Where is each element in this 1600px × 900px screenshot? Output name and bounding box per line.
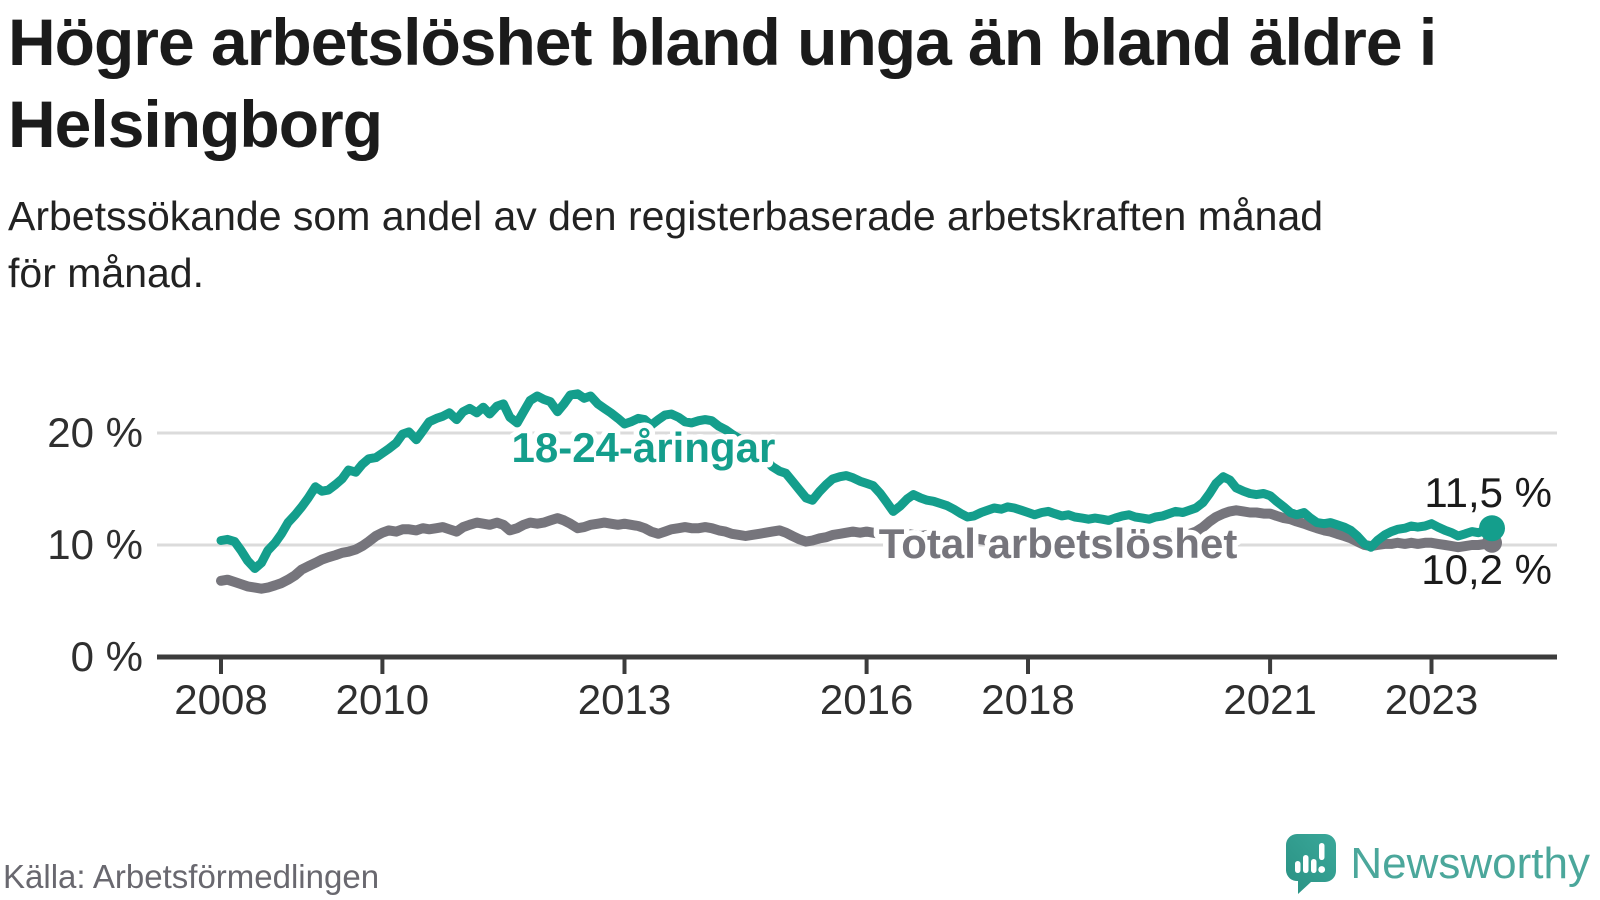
youth-series-label: 18-24-åringar — [512, 424, 776, 471]
x-tick-label-2008: 2008 — [174, 676, 267, 723]
x-tick-label-2021: 2021 — [1223, 676, 1316, 723]
gridlines — [157, 431, 1557, 547]
y-tick-label-10: 10 % — [47, 521, 143, 568]
y-axis-labels: 0 % 10 % 20 % — [47, 409, 143, 680]
youth-unemployment-line — [216, 389, 1497, 573]
title-line-1: Högre arbetslöshet bland unga än bland ä… — [8, 5, 1437, 79]
total-end-value: 10,2 % — [1421, 546, 1552, 593]
newsworthy-logo: Newsworthy — [1286, 833, 1590, 895]
x-axis-ticks: 2008 2010 2013 2016 2018 2021 2023 — [174, 659, 1478, 723]
newsworthy-chart-bubble-icon — [1286, 834, 1337, 894]
youth-end-dot — [1479, 515, 1505, 542]
subtitle-line-2: för månad. — [8, 249, 204, 296]
source-note: Källa: Arbetsförmedlingen — [3, 858, 380, 895]
youth-end-value: 11,5 % — [1424, 469, 1552, 516]
x-tick-label-2013: 2013 — [578, 676, 671, 723]
y-tick-label-20: 20 % — [47, 409, 143, 456]
total-unemployment-line — [216, 505, 1497, 594]
x-tick-label-2018: 2018 — [981, 676, 1074, 723]
newsworthy-wordmark: Newsworthy — [1350, 839, 1590, 888]
page-subtitle: Arbetssökande som andel av den registerb… — [8, 188, 1588, 301]
subtitle-line-1: Arbetssökande som andel av den registerb… — [8, 193, 1324, 239]
x-tick-label-2010: 2010 — [336, 676, 429, 723]
x-tick-label-2016: 2016 — [820, 676, 913, 723]
total-series-label: Total arbetslöshet — [879, 520, 1238, 567]
x-tick-label-2023: 2023 — [1385, 676, 1478, 723]
page-title: Högre arbetslöshet bland unga än bland ä… — [8, 2, 1588, 166]
title-line-2: Helsingborg — [8, 86, 383, 161]
y-tick-label-0: 0 % — [71, 633, 143, 680]
